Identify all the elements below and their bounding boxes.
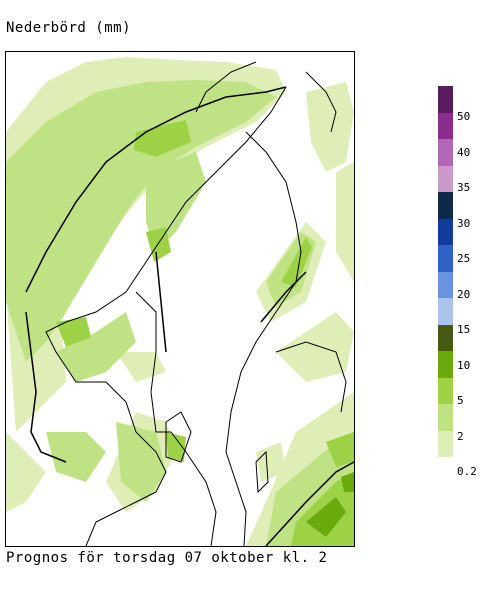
legend-swatch bbox=[438, 377, 453, 404]
legend-swatch bbox=[438, 165, 453, 192]
precip-contours bbox=[25, 86, 354, 546]
legend-swatch bbox=[438, 139, 453, 166]
legend-label: 0.2 bbox=[457, 465, 477, 478]
legend-swatch bbox=[438, 86, 453, 113]
legend-swatch bbox=[438, 404, 453, 431]
legend-label: 10 bbox=[457, 358, 471, 372]
legend-swatch bbox=[438, 192, 453, 219]
legend-label: 5 bbox=[457, 394, 464, 407]
legend-swatch bbox=[438, 245, 453, 272]
legend-swatch bbox=[438, 351, 453, 378]
legend-label: 20 bbox=[457, 287, 471, 301]
legend-swatch bbox=[438, 112, 453, 139]
map-title: Nederbörd (mm) bbox=[6, 20, 132, 36]
precipitation-map bbox=[5, 51, 355, 547]
precip-5-field bbox=[56, 120, 354, 546]
legend bbox=[438, 86, 453, 457]
legend-swatch bbox=[438, 218, 453, 245]
map-canvas bbox=[6, 57, 354, 546]
precip-10-field bbox=[306, 472, 354, 537]
legend-label: 40 bbox=[457, 145, 471, 159]
legend-label: 50 bbox=[457, 110, 471, 123]
legend-label: 35 bbox=[457, 181, 471, 194]
precip-2-field bbox=[6, 80, 354, 546]
legend-label: 15 bbox=[457, 323, 471, 336]
legend-swatch bbox=[438, 324, 453, 351]
coastlines bbox=[45, 61, 347, 546]
legend-swatch bbox=[438, 298, 453, 325]
forecast-caption: Prognos för torsdag 07 oktober kl. 2 bbox=[6, 550, 328, 566]
legend-label: 2 bbox=[457, 429, 464, 443]
legend-swatch bbox=[438, 271, 453, 298]
legend-label: 25 bbox=[457, 252, 471, 265]
legend-label: 30 bbox=[457, 216, 471, 230]
legend-swatch bbox=[438, 430, 453, 457]
